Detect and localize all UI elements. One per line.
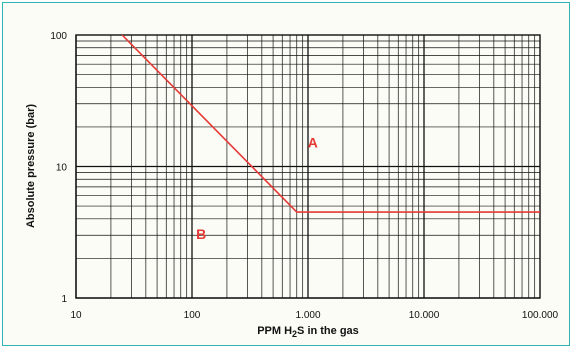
region-label-b: B [196,226,206,242]
y-tick-label: 10 [56,163,68,174]
x-tick-label: 10.000 [409,310,440,321]
region-label-a: A [308,134,318,150]
grid [75,35,540,299]
x-tick-label: 10 [70,310,82,321]
y-axis-title: Absolute pressure (bar) [25,104,37,228]
x-axis-title: PPM H2S in the gas [257,325,359,339]
x-tick-label: 100 [184,310,201,321]
plot-border [75,34,541,299]
x-tick-label: 100.000 [522,310,559,321]
x-tick-label: 1.000 [295,310,320,321]
y-tick-label: 1 [61,294,67,305]
y-tick-label: 100 [50,31,67,42]
series-line-0 [121,34,540,213]
series-layer [121,34,540,213]
chart-frame [2,2,570,346]
x-tick-labels: 10 100 1.000 10.000 100.000 [70,310,558,321]
region-labels: AB [196,134,318,242]
y-tick-labels: 1 10 100 [50,31,67,305]
